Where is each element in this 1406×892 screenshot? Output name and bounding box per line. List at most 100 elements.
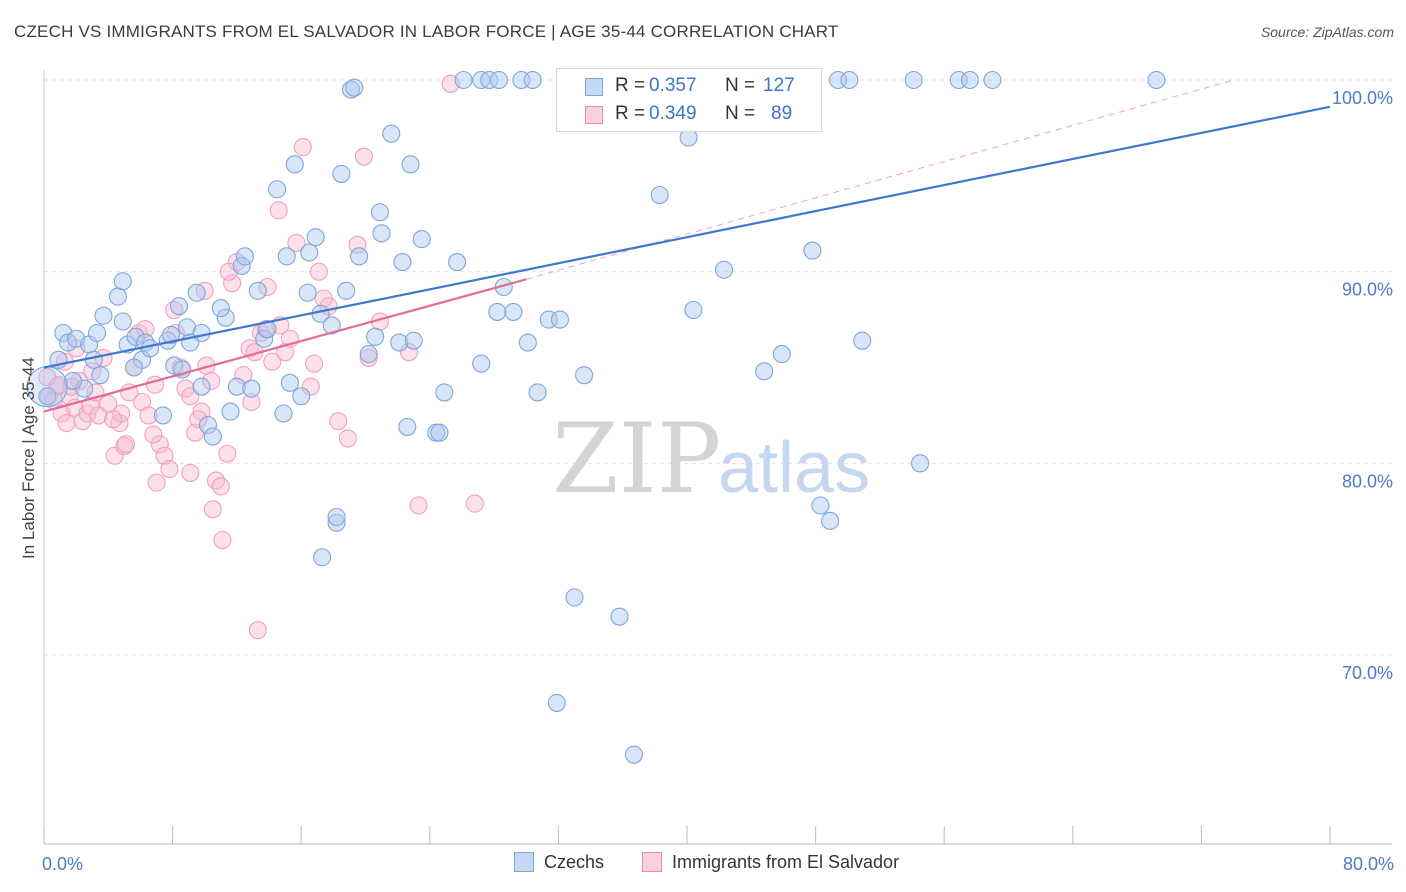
y-tick-labels: 100.0% 90.0% 80.0% 70.0% (1332, 88, 1393, 683)
czechs-point (523, 70, 542, 90)
salvador-point (105, 446, 124, 465)
salvador-point (338, 429, 357, 448)
czechs-point (489, 70, 508, 90)
watermark-atlas: atlas (718, 428, 870, 508)
czechs-point (575, 366, 594, 385)
czechs-point (153, 406, 173, 425)
czechs-point (277, 247, 296, 266)
czechs-point (38, 387, 57, 406)
czechs-point (84, 350, 103, 369)
czechs-point (550, 310, 570, 329)
salvador-point (354, 147, 373, 166)
trend-lines (43, 79, 1331, 413)
legend-swatch-salvador (585, 106, 603, 124)
salvador-point (136, 320, 155, 339)
salvador-point (150, 435, 169, 454)
czechs-point (398, 417, 417, 436)
salvador-point (293, 138, 312, 157)
czechs-point (216, 308, 235, 327)
czechs-point (345, 78, 364, 97)
legend-r-label: R = (615, 103, 646, 124)
salvador-point (348, 235, 367, 254)
czechs-point (327, 513, 346, 532)
czechs-point (430, 423, 449, 442)
czechs-point (292, 387, 311, 406)
czechs-point (372, 224, 391, 243)
salvador-trend-line (43, 278, 527, 413)
salvador-point (116, 435, 136, 454)
salvador-point (287, 233, 306, 252)
czechs-point (141, 339, 160, 358)
czechs-point (454, 70, 473, 90)
czechs-trend-line (43, 105, 1331, 369)
salvador-point (203, 500, 222, 519)
legend-r-label: R = (615, 75, 646, 96)
legend-row-salvador: R = 0.349 N = 89 (557, 99, 821, 129)
source-label: Source: ZipAtlas.com (1260, 24, 1394, 40)
czechs-point (382, 124, 401, 143)
salvador-point (223, 274, 242, 293)
czechs-point (904, 70, 923, 90)
czechs-point (232, 256, 251, 275)
salvador-point (263, 352, 282, 371)
salvador-point (181, 463, 200, 482)
y-tick-label: 80.0% (1342, 471, 1393, 491)
czechs-point (126, 327, 145, 346)
czechs-point (248, 281, 267, 300)
salvador-point (213, 530, 232, 550)
czechs-point (327, 507, 346, 527)
czechs-point (274, 404, 293, 423)
salvador-point (155, 446, 174, 465)
salvador-point (301, 377, 320, 396)
salvador-point (57, 414, 76, 433)
czechs-point (280, 373, 299, 392)
czechs-point (258, 320, 277, 339)
salvador-point (147, 473, 166, 492)
czechs-point (227, 377, 246, 396)
salvador-point (465, 494, 484, 513)
legend-box: R = 0.357 N = 127 R = 0.349 N = 89 (556, 68, 822, 132)
salvador-point (202, 371, 221, 390)
czechs-point (528, 383, 547, 402)
czechs-point (91, 366, 110, 385)
czechs-point (624, 745, 644, 764)
czechs-point (821, 511, 840, 530)
legend-n-value: 127 (763, 75, 795, 96)
czechs-point (435, 383, 454, 402)
czechs-point (684, 300, 703, 320)
czechs-point (298, 283, 317, 302)
salvador-point (234, 366, 253, 385)
bottom-legend-salvador: Immigrants from El Salvador (642, 852, 899, 873)
czechs-point (565, 588, 584, 607)
x-tick-label: 80.0% (1343, 854, 1394, 874)
salvador-point (38, 368, 57, 387)
salvador-point (276, 343, 295, 362)
salvador-point (248, 621, 267, 640)
czechs-point (366, 327, 385, 346)
salvador-point (305, 354, 324, 373)
czechs-point (124, 358, 144, 377)
salvador-point (258, 277, 277, 297)
czechs-point (113, 312, 132, 331)
legend-n-value: 89 (771, 103, 793, 124)
czechs-point (755, 362, 774, 381)
czechs-point (390, 333, 409, 352)
czechs-point (811, 496, 830, 515)
x-tick-label: 0.0% (42, 854, 83, 874)
watermark: ZIP atlas (552, 403, 870, 515)
czechs-point (322, 316, 341, 335)
salvador-point (218, 444, 237, 463)
legend-n-label: N = (725, 103, 756, 124)
series-salvador-points (38, 74, 484, 640)
czechs-point (300, 243, 319, 262)
czechs-point (401, 155, 420, 174)
czechs-point (113, 272, 132, 291)
czechs-point (1147, 70, 1166, 90)
salvador-point (309, 262, 328, 281)
czechs-point (803, 241, 822, 260)
czechs-point (610, 607, 629, 626)
salvador-point (189, 410, 208, 429)
y-tick-label: 70.0% (1342, 663, 1393, 683)
legend-swatch-czechs (585, 78, 603, 96)
